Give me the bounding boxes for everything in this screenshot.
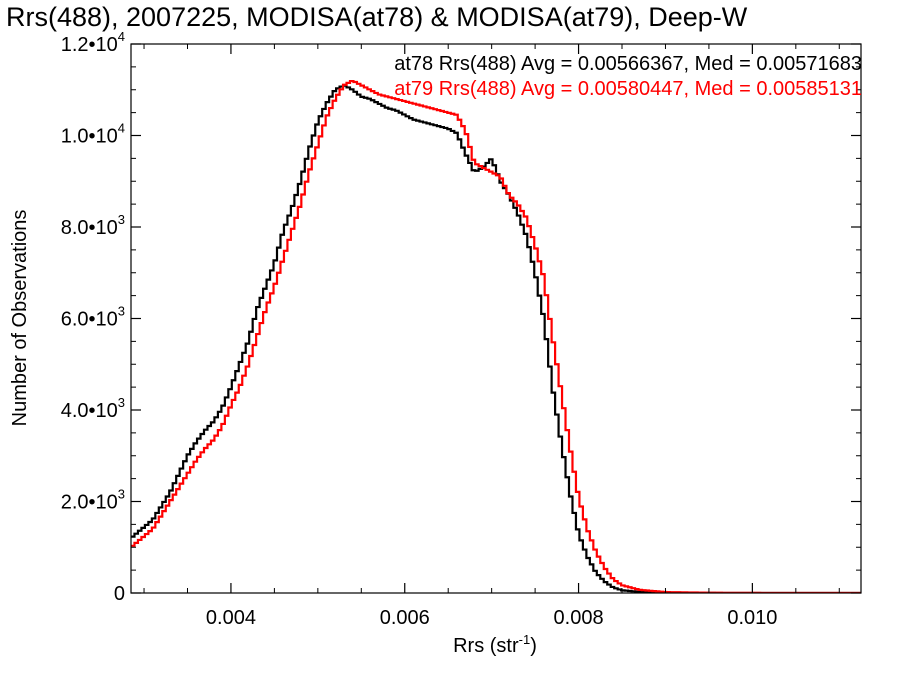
y-tick-label: 8.0•103 — [61, 212, 125, 239]
y-tick-label: 1.0•104 — [61, 121, 125, 148]
x-axis-label-close: ) — [530, 635, 537, 657]
y-axis: 0 2.0•103 4.0•103 6.0•103 8.0•103 1.0•104 1.2•… — [61, 29, 861, 605]
x-axis-label-exponent: -1 — [519, 632, 531, 647]
series-line-at78 — [131, 84, 861, 593]
x-axis-label: Rrs (str-1) — [453, 632, 537, 657]
series-layer — [131, 79, 861, 593]
x-tick-label: 0.010 — [727, 607, 777, 629]
x-axis-label-main: Rrs (str — [453, 635, 519, 657]
y-tick-label: 6.0•103 — [61, 304, 125, 331]
legend: at78 Rrs(488) Avg = 0.00566367, Med = 0.… — [394, 53, 862, 100]
y-axis-label: Number of Observations — [9, 210, 31, 427]
x-tick-label: 0.004 — [206, 607, 256, 629]
y-tick-label: 4.0•103 — [61, 395, 125, 422]
legend-entry-at79: at79 Rrs(488) Avg = 0.00580447, Med = 0.… — [394, 78, 862, 100]
series-line-at79 — [131, 79, 861, 593]
legend-entry-at78: at78 Rrs(488) Avg = 0.00566367, Med = 0.… — [394, 53, 862, 75]
y-tick-label: 2.0•103 — [61, 487, 125, 514]
plot-frame — [130, 43, 862, 594]
x-tick-label: 0.008 — [554, 607, 604, 629]
chart-title: Rrs(488), 2007225, MODISA(at78) & MODISA… — [6, 2, 748, 32]
x-axis: 0.004 0.006 0.008 0.010 — [143, 44, 840, 629]
y-tick-label: 1.2•104 — [61, 29, 125, 56]
y-tick-label: 0 — [114, 583, 125, 605]
x-tick-label: 0.006 — [380, 607, 430, 629]
